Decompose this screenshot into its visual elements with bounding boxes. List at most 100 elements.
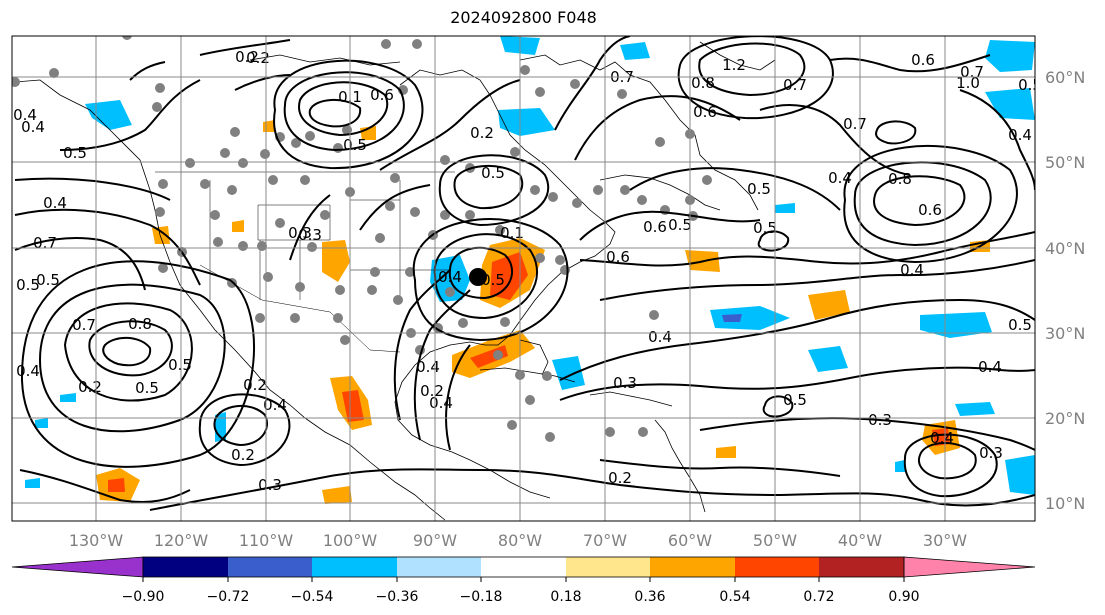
contour-label: 0.3 — [979, 444, 1003, 462]
station-dot — [655, 137, 665, 147]
contour-line — [149, 468, 1035, 511]
contour-label: 0.6 — [911, 51, 935, 69]
contour-line — [88, 320, 173, 377]
station-dot — [200, 179, 210, 189]
contour-line — [129, 61, 166, 81]
border — [199, 264, 401, 353]
station-dot — [520, 65, 530, 75]
coastline — [394, 69, 616, 499]
longitude-labels: 130°W 120°W 110°W 100°W 90°W 80°W 70°W 60°W 50°W… — [69, 531, 967, 550]
contour-label: 0.5 — [481, 164, 505, 182]
station-dot — [238, 158, 248, 168]
station-dot — [155, 207, 165, 217]
contour-line — [873, 175, 966, 227]
station-dot — [535, 87, 545, 97]
longitude-label: 50°W — [753, 531, 797, 550]
station-dot — [305, 131, 315, 141]
contour-label: 0.4 — [21, 118, 45, 136]
contour-line — [199, 39, 291, 56]
contour-line — [903, 433, 998, 498]
contour-line — [579, 210, 761, 241]
station-dot — [260, 149, 270, 159]
colorbar-frame — [142, 556, 905, 578]
storm-center-marker — [469, 268, 487, 286]
fill-positive — [360, 126, 376, 140]
station-dot — [412, 39, 422, 49]
longitude-label: 30°W — [923, 531, 967, 550]
fill-negative — [552, 356, 585, 390]
contour-label: 0.4 — [930, 429, 954, 447]
contour-label: 0.2 — [470, 124, 494, 142]
contour-labels: 0.20.1 0.60.40.40.50.20.50.30.50.20.10.50… — [13, 48, 1042, 494]
contour-line — [559, 366, 1035, 401]
contour-label: 0.5 — [168, 356, 192, 374]
station-dot — [307, 242, 317, 252]
contour-label: 0.5 — [1018, 76, 1042, 94]
fill-negative — [985, 40, 1035, 72]
station-dot — [495, 225, 505, 235]
contour-line — [59, 79, 201, 151]
fill-positive-strong — [108, 478, 125, 492]
colorbar-label: −0.72 — [207, 589, 250, 605]
fill-negative — [775, 203, 795, 213]
border — [350, 199, 450, 271]
contour-label: 0.2 — [235, 48, 259, 66]
station-dot — [500, 317, 510, 327]
contour-line — [629, 167, 841, 211]
station-dot — [227, 185, 237, 195]
fill-negative — [620, 42, 650, 60]
station-dot — [445, 287, 455, 297]
contour-line — [698, 42, 806, 97]
station-dot — [375, 233, 385, 243]
station-dot — [638, 427, 648, 437]
contour-label: 0.5 — [16, 276, 40, 294]
contour-line — [283, 71, 405, 152]
station-dot — [555, 255, 565, 265]
fill-positive — [322, 240, 350, 282]
contour-label: 0.2 — [246, 49, 270, 67]
station-dot — [230, 127, 240, 137]
fill-negative — [808, 346, 848, 372]
contour-line — [853, 161, 992, 247]
station-dot — [367, 285, 377, 295]
contour-label: 0.4 — [1008, 126, 1032, 144]
contour-label: 1.2 — [722, 56, 746, 74]
fill-negative — [35, 418, 48, 428]
contour-line — [875, 120, 917, 145]
station-dot — [255, 313, 265, 323]
contour-label: 0.4 — [648, 328, 672, 346]
station-dot — [370, 267, 380, 277]
colorbar: −0.90 −0.72 −0.54 −0.36 −0.18 0.18 0.36 0.54 0.7… — [11, 556, 1036, 605]
station-dot — [593, 185, 603, 195]
longitude-label: 90°W — [413, 531, 457, 550]
station-dot — [220, 148, 230, 158]
contour-line — [289, 194, 331, 261]
coastline — [589, 391, 673, 407]
longitude-label: 70°W — [583, 531, 627, 550]
contour-line — [554, 36, 631, 131]
station-dot — [320, 210, 330, 220]
station-dot — [185, 158, 195, 168]
colorbar-extend-high — [903, 556, 1036, 578]
station-dot — [545, 432, 555, 442]
contour-label: 0.5 — [63, 144, 87, 162]
fill-positive — [152, 226, 170, 244]
station-dot — [548, 192, 558, 202]
station-dot — [542, 371, 552, 381]
fill-positive — [716, 446, 736, 458]
contour-label: 0.3 — [298, 226, 322, 244]
station-dot — [335, 285, 345, 295]
station-dot — [572, 198, 582, 208]
contour-line — [298, 81, 389, 137]
station-dot — [291, 138, 301, 148]
station-dot — [620, 185, 630, 195]
contour-line — [445, 344, 471, 451]
contour-label: 0.1 — [500, 224, 524, 242]
contour-label: 0.4 — [263, 396, 287, 414]
contour-label: 0.5 — [36, 271, 60, 289]
contour-label: 0.5 — [1008, 316, 1032, 334]
station-dot — [268, 175, 278, 185]
colorbar-label: −0.18 — [460, 589, 503, 605]
station-dot — [702, 175, 712, 185]
colorbar-label: 0.36 — [634, 589, 665, 605]
